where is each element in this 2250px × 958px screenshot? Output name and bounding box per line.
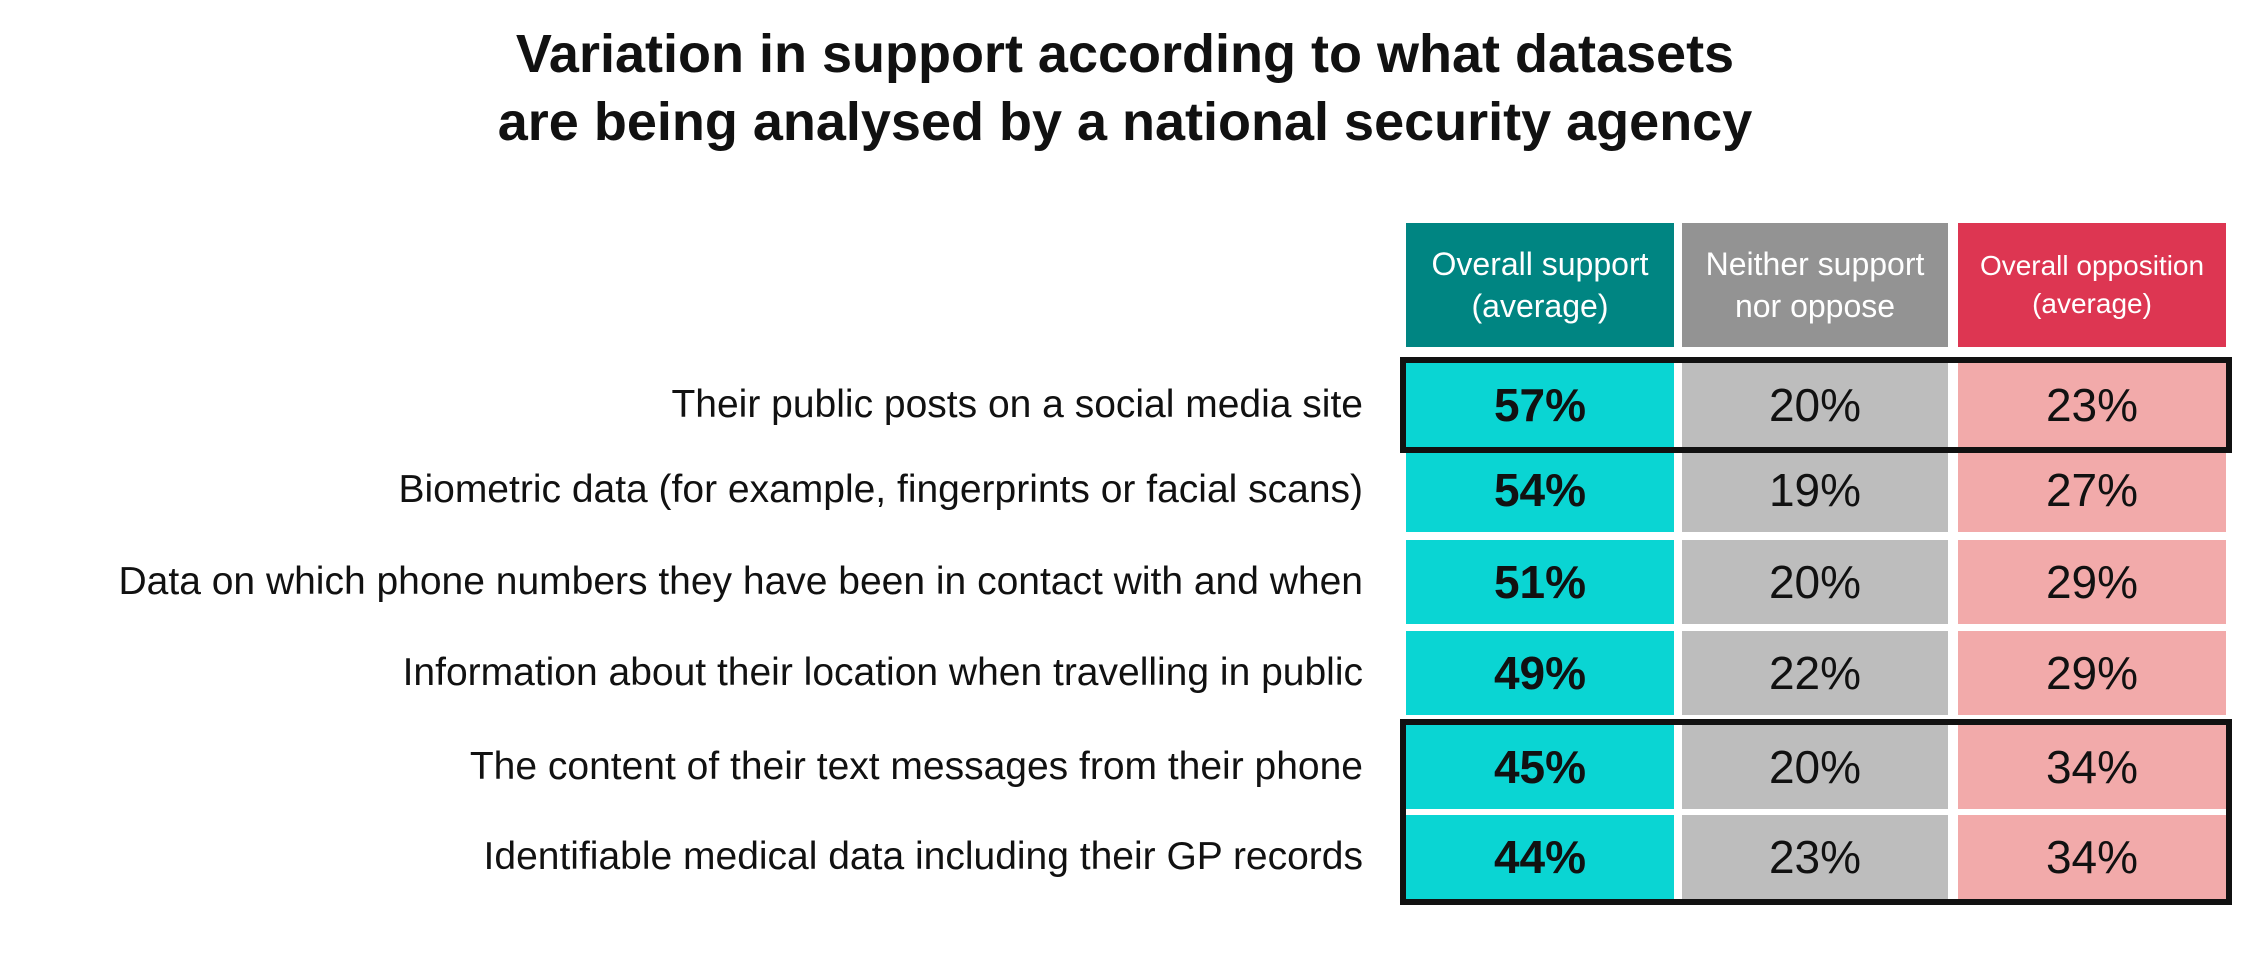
cell-neither: 23%	[1682, 815, 1948, 899]
cell-support: 54%	[1406, 448, 1674, 532]
header-support-line-2: (average)	[1471, 288, 1609, 324]
cell-neither: 20%	[1682, 725, 1948, 809]
cell-support: 49%	[1406, 631, 1674, 715]
header-neither: Neither support nor oppose	[1682, 223, 1948, 347]
row-label: Identifiable medical data including thei…	[483, 835, 1363, 878]
cell-neither: 19%	[1682, 448, 1948, 532]
highlight-frame	[1400, 357, 2232, 453]
highlight-frame	[1400, 719, 2232, 905]
cell-opposition: 29%	[1958, 631, 2226, 715]
row-label: Information about their location when tr…	[402, 651, 1363, 694]
cell-support: 51%	[1406, 540, 1674, 624]
cell-opposition: 23%	[1958, 363, 2226, 447]
cell-neither: 20%	[1682, 540, 1948, 624]
cell-support: 44%	[1406, 815, 1674, 899]
cell-opposition: 27%	[1958, 448, 2226, 532]
row-label: Biometric data (for example, fingerprint…	[398, 468, 1363, 511]
chart-title-line-2: are being analysed by a national securit…	[497, 92, 1753, 152]
header-support-line-1: Overall support	[1431, 246, 1649, 282]
header-neither-line-1: Neither support	[1705, 246, 1925, 282]
cell-opposition: 29%	[1958, 540, 2226, 624]
header-opposition-line-2: (average)	[2032, 288, 2152, 319]
cell-neither: 22%	[1682, 631, 1948, 715]
row-label: Data on which phone numbers they have be…	[118, 560, 1363, 603]
header-support: Overall support (average)	[1406, 223, 1674, 347]
chart-title: Variation in support according to what d…	[0, 20, 2250, 156]
header-opposition: Overall opposition (average)	[1958, 223, 2226, 347]
row-label: Their public posts on a social media sit…	[671, 383, 1363, 426]
cell-neither: 20%	[1682, 363, 1948, 447]
header-neither-line-2: nor oppose	[1734, 288, 1896, 324]
cell-opposition: 34%	[1958, 725, 2226, 809]
cell-support: 45%	[1406, 725, 1674, 809]
cell-opposition: 34%	[1958, 815, 2226, 899]
header-opposition-line-1: Overall opposition	[1979, 250, 2205, 281]
chart-title-line-1: Variation in support according to what d…	[515, 24, 1735, 84]
cell-support: 57%	[1406, 363, 1674, 447]
row-label: The content of their text messages from …	[469, 745, 1363, 788]
